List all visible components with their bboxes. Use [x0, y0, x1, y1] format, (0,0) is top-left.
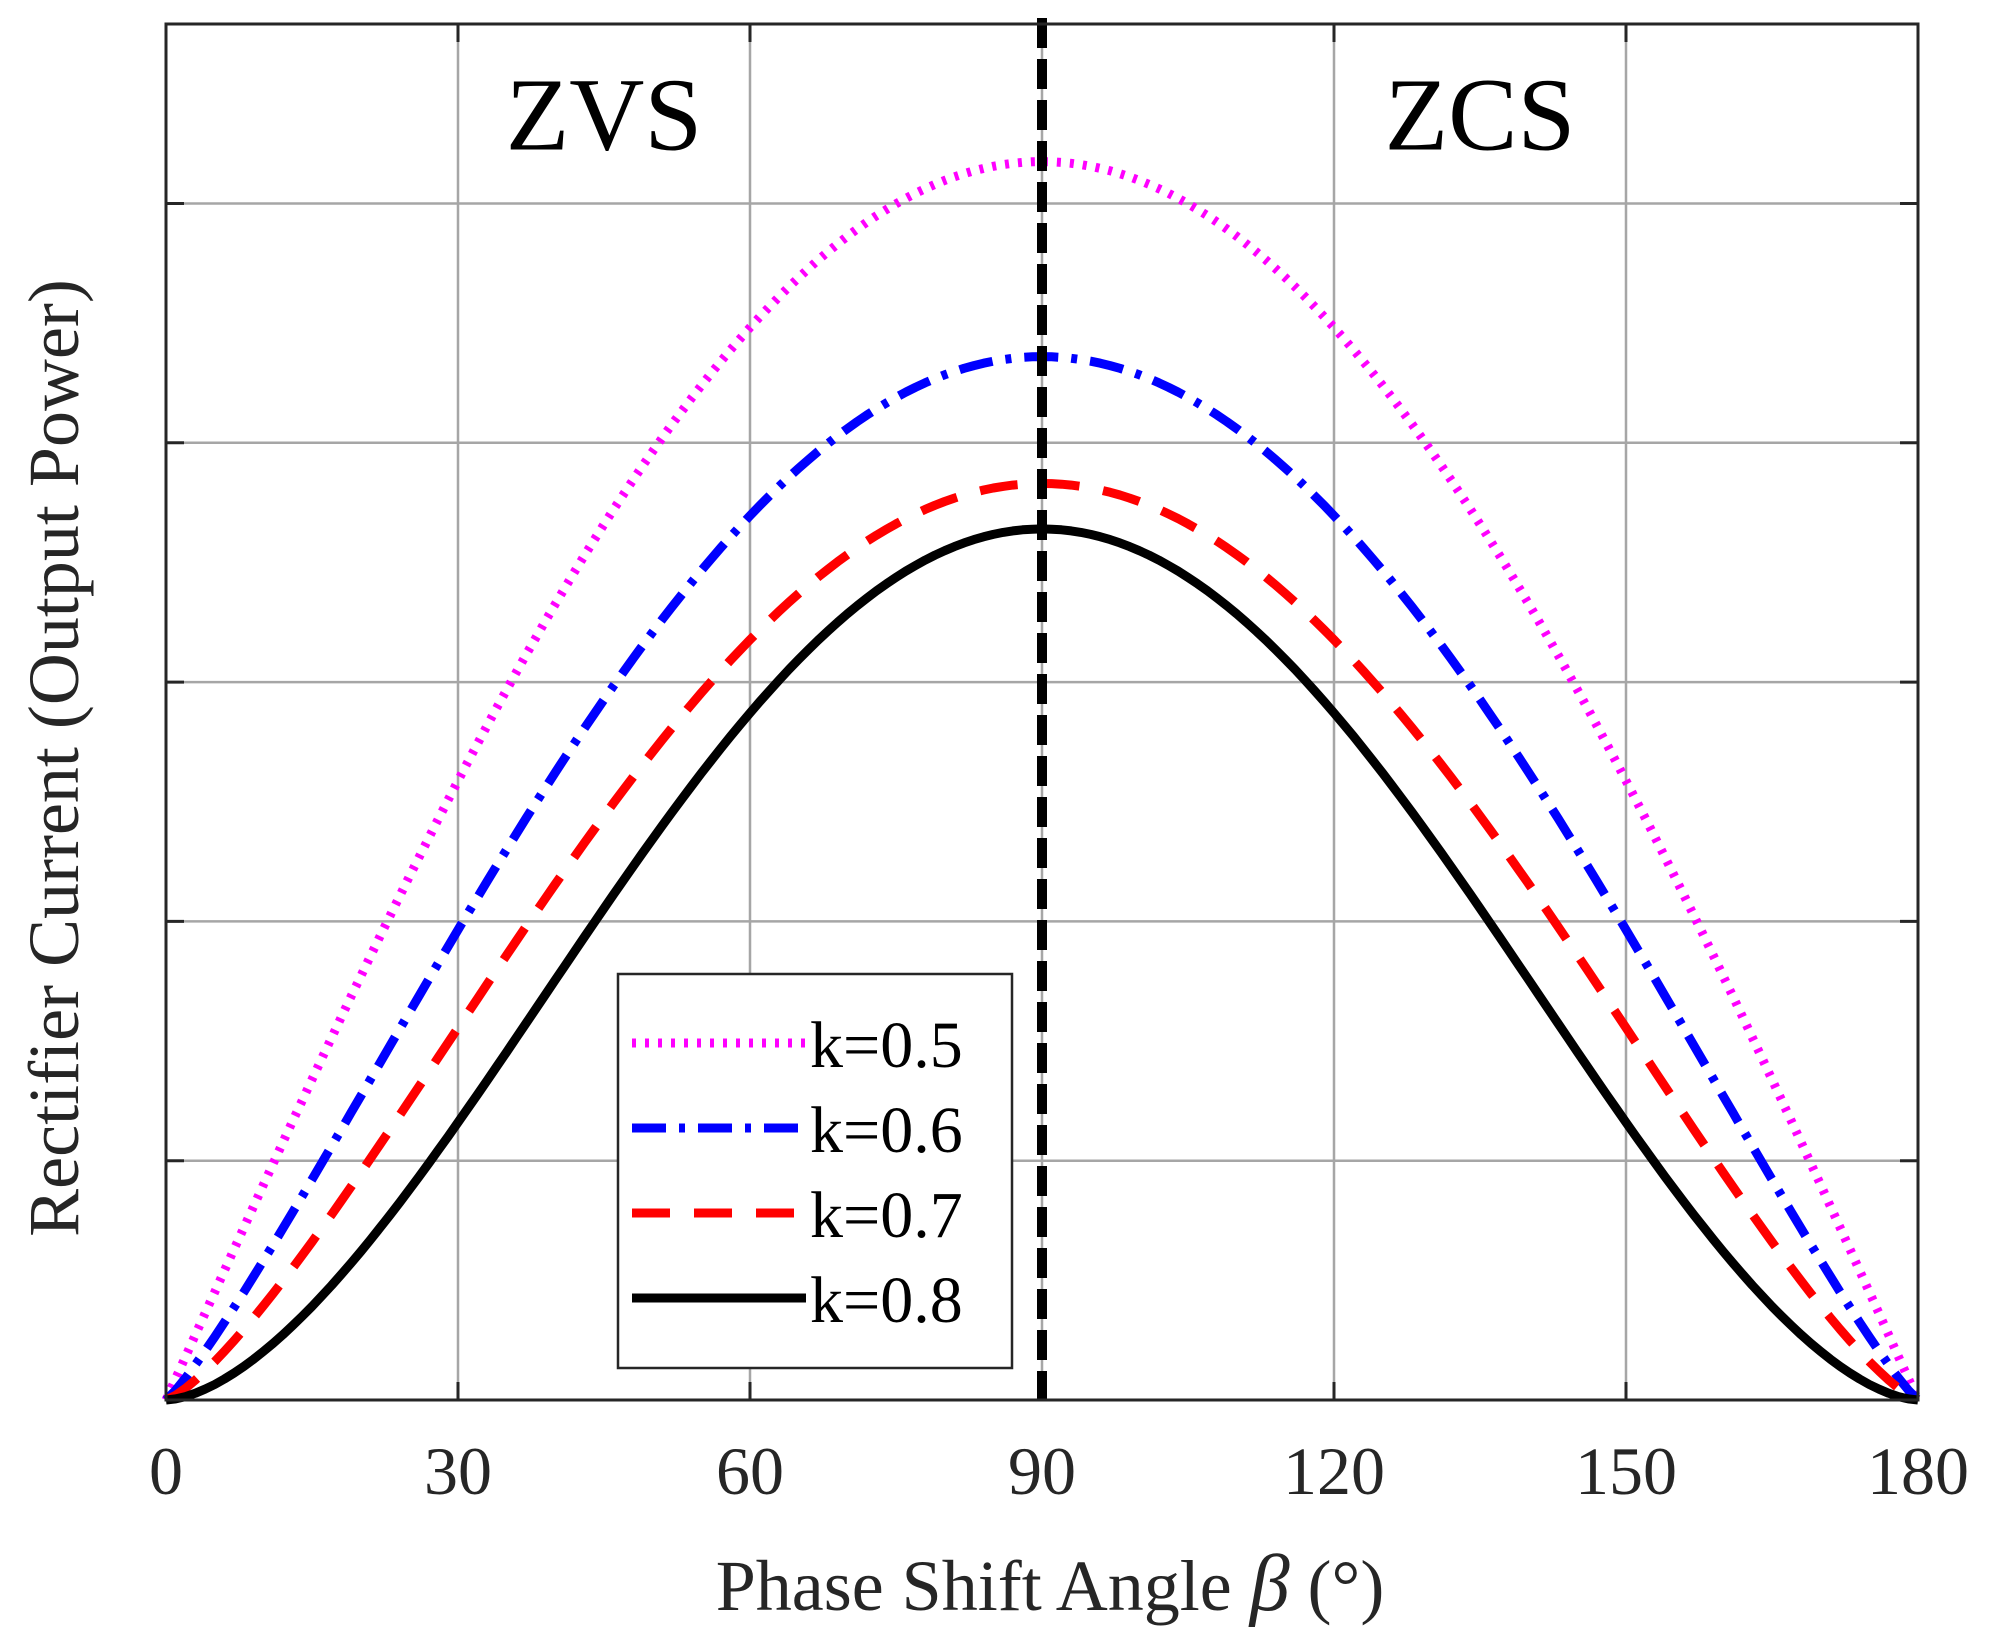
x-tick-label: 120	[1283, 1433, 1385, 1509]
legend-label-k-0-7: k=0.7	[810, 1179, 963, 1252]
x-tick-label: 180	[1867, 1433, 1969, 1509]
region-label-zvs: ZVS	[506, 58, 702, 173]
legend-label-k-0-8: k=0.8	[810, 1264, 963, 1337]
region-label-zcs: ZCS	[1385, 58, 1576, 173]
region-labels: ZVS ZCS	[506, 58, 1576, 173]
x-tick-label: 30	[424, 1433, 492, 1509]
legend-label-k-0-5: k=0.5	[810, 1009, 963, 1082]
x-tick-label: 150	[1575, 1433, 1677, 1509]
x-tick-label: 60	[716, 1433, 784, 1509]
tick-labels: 0 30 60 90 120 150 180	[149, 1433, 1969, 1509]
plot-frame	[164, 22, 1920, 1402]
x-tick-label: 90	[1008, 1433, 1076, 1509]
x-tick-label: 0	[149, 1433, 183, 1509]
legend-label-k-0-6: k=0.6	[810, 1094, 963, 1167]
y-axis-label: Rectifier Current (Output Power)	[14, 279, 94, 1237]
x-axis-label: Phase Shift Angle β (°)	[716, 1540, 1385, 1628]
series-line-k-0-5	[161, 157, 1923, 1402]
legend: k=0.5 k=0.6 k=0.7 k=0.8	[616, 972, 1014, 1370]
